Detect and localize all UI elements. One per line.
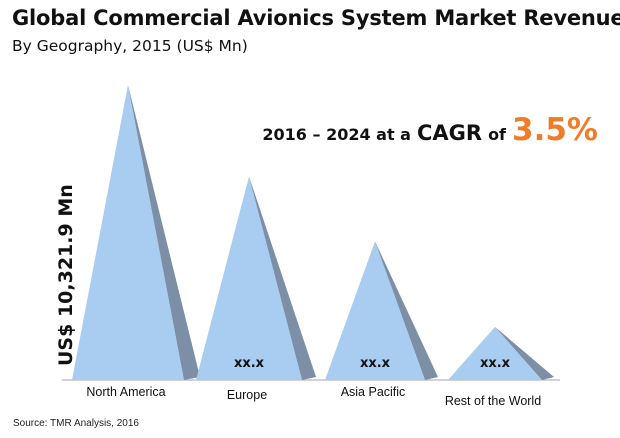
category-label-rest-of-the-world: Rest of the World — [445, 394, 541, 408]
category-label-europe: Europe — [227, 388, 267, 402]
pyramid-front-rest-of-the-world — [448, 326, 542, 380]
chart-title: Global Commercial Avionics System Market… — [12, 6, 620, 30]
pyramid-rest-of-the-world — [448, 326, 554, 380]
pyramid-north-america — [72, 85, 200, 380]
pyramid-europe — [196, 176, 316, 380]
chart-subtitle: By Geography, 2015 (US$ Mn) — [12, 37, 248, 55]
cagr-callout: 2016 – 2024 at a CAGR of 3.5% — [262, 112, 598, 148]
value-label-europe: xx.x — [234, 356, 265, 371]
pyramid-series: xx.x xx.x xx.x — [72, 85, 554, 380]
category-label-asia-pacific: Asia Pacific — [341, 385, 406, 399]
cagr-period: 2016 – 2024 at a — [262, 125, 411, 144]
cagr-rate: 3.5% — [512, 112, 598, 148]
value-label-rest-of-the-world: xx.x — [480, 356, 511, 371]
value-label-asia-pacific: xx.x — [360, 356, 391, 371]
cagr-of: of — [488, 125, 507, 144]
pyramid-side-rest-of-the-world — [495, 326, 554, 380]
source-note: Source: TMR Analysis, 2016 — [13, 418, 139, 429]
pyramid-side-north-america — [128, 85, 200, 380]
pyramid-side-europe — [249, 176, 316, 380]
pyramid-asia-pacific — [325, 241, 438, 380]
category-label-north-america: North America — [86, 385, 165, 399]
pyramid-side-asia-pacific — [375, 241, 438, 380]
y-axis-title: US$ 10,321.9 Mn — [55, 184, 77, 366]
pyramid-front-europe — [196, 176, 302, 380]
pyramid-front-north-america — [72, 85, 184, 380]
pyramid-front-asia-pacific — [325, 241, 425, 380]
category-labels: North America Europe Asia Pacific Rest of t… — [86, 385, 541, 408]
cagr-label: CAGR — [416, 121, 483, 145]
